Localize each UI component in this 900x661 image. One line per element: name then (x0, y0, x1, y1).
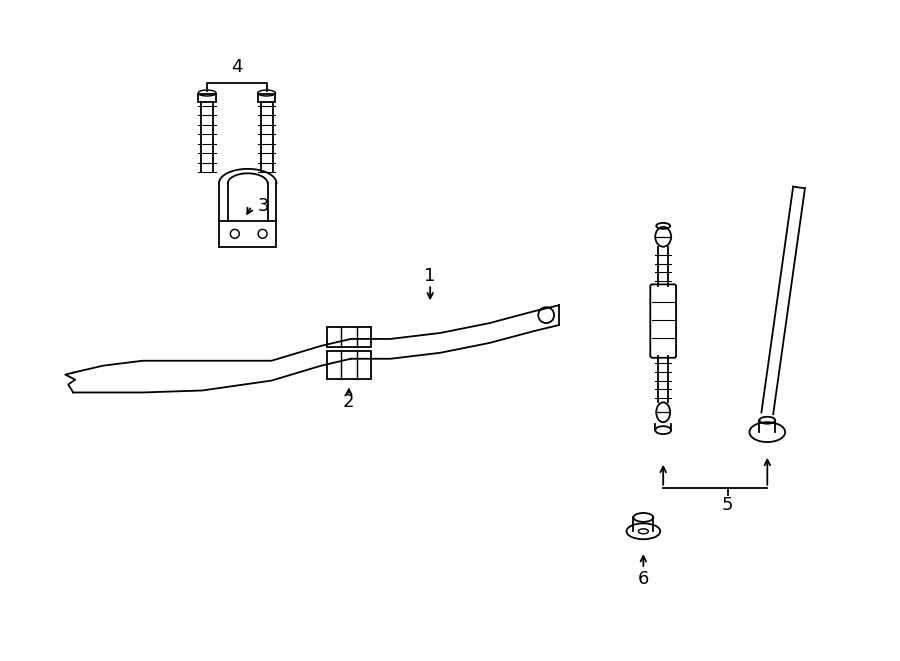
Text: 3: 3 (257, 197, 269, 215)
Text: 5: 5 (722, 496, 734, 514)
Text: 1: 1 (425, 268, 436, 286)
Text: 2: 2 (343, 393, 355, 411)
Bar (257, 94, 275, 102)
Text: 6: 6 (638, 570, 649, 588)
Bar (327, 351, 371, 379)
Text: 4: 4 (231, 58, 243, 76)
Bar (198, 94, 216, 102)
Bar (219, 221, 276, 247)
Bar (327, 327, 371, 347)
